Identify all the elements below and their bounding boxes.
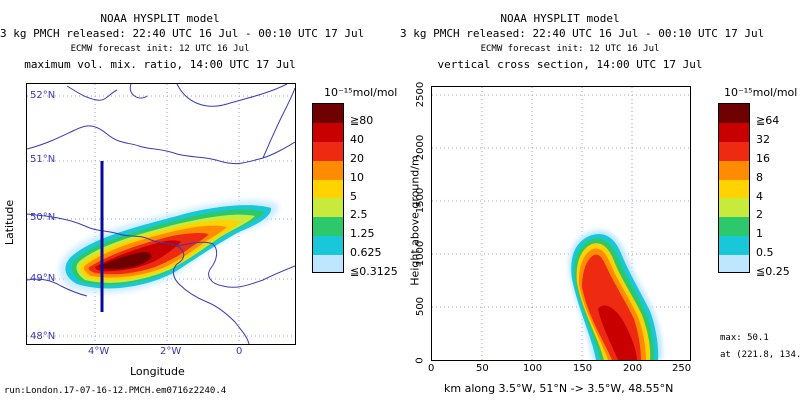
cross-section-canvas — [432, 87, 690, 360]
concentration-plume — [59, 200, 278, 294]
right-colorbar-bin — [719, 255, 749, 272]
left-legend-label: 1.25 — [350, 227, 375, 240]
right-legend-label: 4 — [756, 190, 763, 203]
right-title-4: vertical cross section, 14:00 UTC 17 Jul — [437, 58, 703, 71]
x-tick-200: 200 — [623, 363, 643, 374]
right-colorbar — [718, 103, 750, 273]
run-footer: run:London.17-07-16-12.PMCH.em0716z2240.… — [4, 386, 227, 396]
left-map-frame — [26, 83, 296, 345]
right-colorbar-bin — [719, 217, 749, 237]
left-colorbar-bin — [313, 198, 343, 218]
left-title-4: maximum vol. mix. ratio, 14:00 UTC 17 Ju… — [24, 58, 296, 71]
right-title-1: NOAA HYSPLIT model — [500, 12, 620, 25]
x-tick-0: 0 — [428, 363, 435, 374]
y-tick-2500: 2500 — [415, 81, 427, 108]
right-legend-label: 8 — [756, 171, 763, 184]
max-location-text: at (221.8, 134.2) — [720, 350, 800, 360]
y-tick-0: 0 — [414, 357, 426, 364]
right-ylabel: Height above ground/m — [408, 155, 422, 286]
left-title-2: 3 kg PMCH released: 22:40 UTC 16 Jul - 0… — [0, 27, 365, 40]
left-legend-label: 0.625 — [350, 246, 382, 259]
y-tick-500: 500 — [415, 296, 427, 317]
right-colorbar-bin — [719, 179, 749, 199]
right-legend-label: 0.5 — [756, 246, 774, 259]
lat-tick-48: 48°N — [30, 331, 56, 342]
right-legend-label: ≧64 — [756, 114, 780, 127]
left-xlabel: Longitude — [130, 365, 185, 378]
right-colorbar-bin — [719, 141, 749, 161]
right-colorbar-bin — [719, 198, 749, 218]
lat-tick-52: 52°N — [30, 90, 56, 101]
right-title-3: ECMW forecast init: 12 UTC 16 Jul — [480, 44, 660, 54]
left-legend-label: ≦0.3125 — [350, 265, 398, 278]
right-colorbar-bin — [719, 104, 749, 123]
x-tick-100: 100 — [523, 363, 543, 374]
lon-tick-0: 0 — [236, 346, 243, 357]
left-colorbar-bin — [313, 217, 343, 237]
right-unit-label: 10⁻¹⁵mol/mol — [724, 86, 798, 99]
left-colorbar — [312, 103, 344, 273]
right-colorbar-bin — [719, 236, 749, 256]
right-legend-label: 32 — [756, 133, 770, 146]
lat-tick-50: 50°N — [30, 212, 56, 223]
left-legend-label: 5 — [350, 190, 357, 203]
left-ylabel: Latitude — [3, 199, 17, 246]
right-title-2: 3 kg PMCH released: 22:40 UTC 16 Jul - 0… — [400, 27, 765, 40]
left-title-3: ECMW forecast init: 12 UTC 16 Jul — [70, 44, 250, 54]
lat-tick-51: 51°N — [30, 154, 56, 165]
left-map-canvas — [27, 84, 295, 344]
left-colorbar-bin — [313, 179, 343, 199]
x-tick-150: 150 — [573, 363, 593, 374]
x-tick-50: 50 — [476, 363, 489, 374]
left-title-1: NOAA HYSPLIT model — [100, 12, 220, 25]
left-unit-label: 10⁻¹⁵mol/mol — [324, 86, 398, 99]
left-colorbar-bin — [313, 122, 343, 142]
cross-section-grid — [432, 87, 690, 360]
lon-tick-2w: 2°W — [160, 346, 182, 357]
lon-tick-4w: 4°W — [88, 346, 110, 357]
x-tick-250: 250 — [672, 363, 692, 374]
right-colorbar-bin — [719, 122, 749, 142]
left-colorbar-bin — [313, 141, 343, 161]
cross-section-plume — [568, 229, 663, 360]
right-legend-label: 1 — [756, 227, 763, 240]
left-colorbar-bin — [313, 236, 343, 256]
right-xlabel: km along 3.5°W, 51°N -> 3.5°W, 48.55°N — [444, 382, 674, 395]
left-legend-label: 2.5 — [350, 208, 368, 221]
cross-section-frame — [431, 86, 691, 361]
right-legend-label: ≦0.25 — [756, 265, 790, 278]
max-value-text: max: 50.1 — [720, 333, 769, 343]
left-legend-label: 10 — [350, 171, 364, 184]
right-legend-label: 16 — [756, 152, 770, 165]
lat-tick-49: 49°N — [30, 273, 56, 284]
left-legend-label: ≧80 — [350, 114, 374, 127]
left-legend-label: 20 — [350, 152, 364, 165]
right-colorbar-bin — [719, 160, 749, 180]
left-colorbar-bin — [313, 160, 343, 180]
left-colorbar-bin — [313, 104, 343, 123]
right-legend-label: 2 — [756, 208, 763, 221]
left-legend-label: 40 — [350, 133, 364, 146]
left-colorbar-bin — [313, 255, 343, 272]
